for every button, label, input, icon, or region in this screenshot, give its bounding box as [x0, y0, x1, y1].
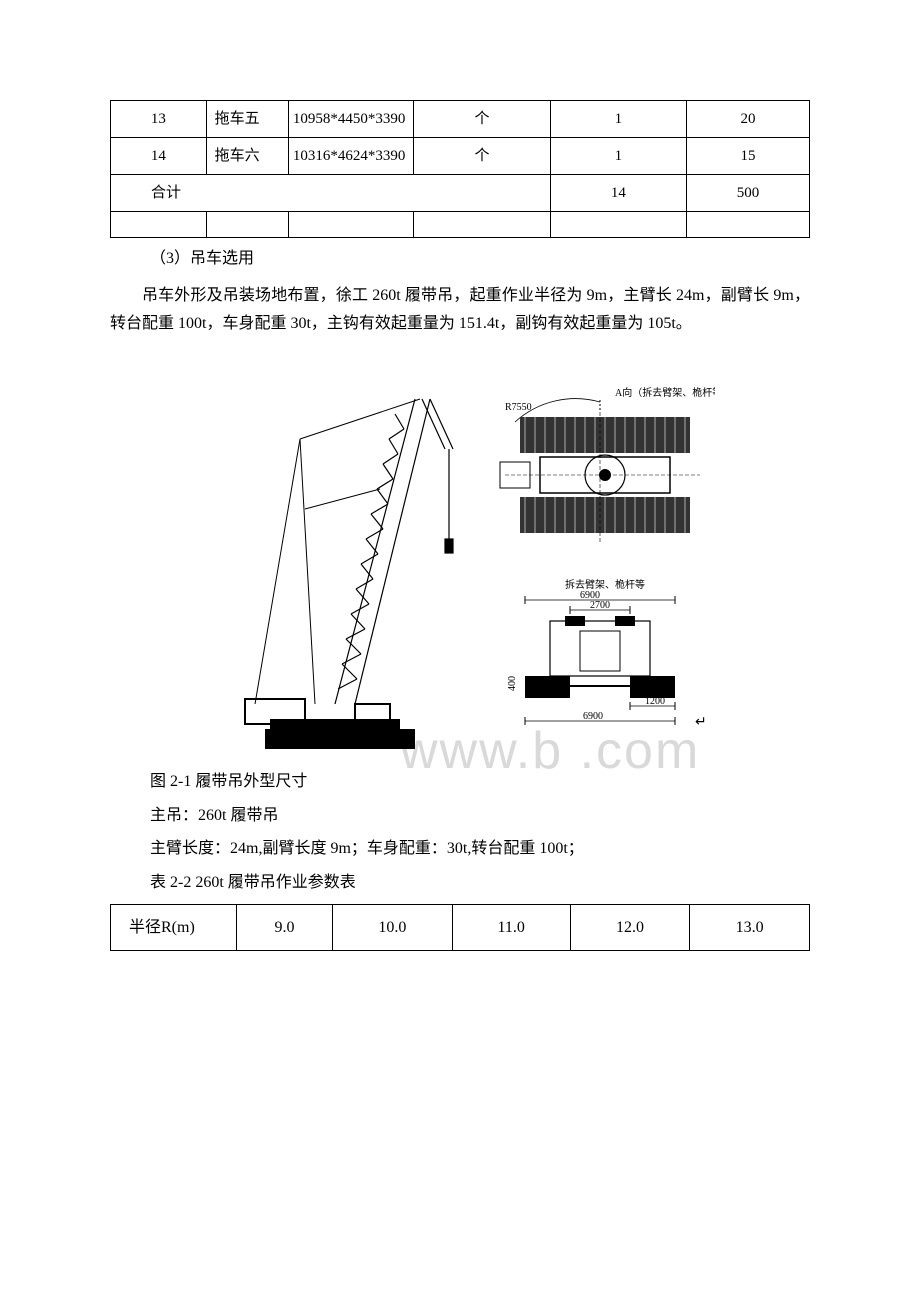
cell-name: 拖车五: [206, 101, 288, 138]
empty-cell: [111, 212, 207, 238]
crane-description: 吊车外形及吊装场地布置，徐工 260t 履带吊，起重作业半径为 9m，主臂长 2…: [110, 282, 810, 340]
figure-2-1-caption: 图 2-1 履带吊外型尺寸: [150, 769, 810, 795]
radius-col: 12.0: [570, 904, 690, 951]
cell-sum-weight: 500: [686, 175, 809, 212]
crane-diagram-block: A向（拆去臂架、桅杆等） R7550: [110, 359, 810, 759]
crane-side-view-svg: [205, 359, 475, 759]
cell-num: 13: [111, 101, 207, 138]
empty-cell: [414, 212, 550, 238]
empty-cell: [550, 212, 686, 238]
table-2-2-title: 表 2-2 260t 履带吊作业参数表: [150, 870, 810, 896]
radius-header-row: 半径R(m) 9.0 10.0 11.0 12.0 13.0: [111, 904, 810, 951]
radius-table: 半径R(m) 9.0 10.0 11.0 12.0 13.0: [110, 904, 810, 952]
table-row: 13 拖车五 10958*4450*3390 个 1 20: [111, 101, 810, 138]
dim-6900-bot: 6900: [583, 711, 603, 722]
empty-cell: [288, 212, 414, 238]
dim-1200: 1200: [645, 696, 665, 707]
cell-weight: 15: [686, 138, 809, 175]
table-sum-row: 合计 14 500: [111, 175, 810, 212]
radius-col: 13.0: [690, 904, 810, 951]
radius-col: 11.0: [452, 904, 570, 951]
cell-sum-qty: 14: [550, 175, 686, 212]
cursor-icon: ↵: [695, 715, 707, 730]
empty-cell: [686, 212, 809, 238]
table-row: 14 拖车六 10316*4624*3390 个 1 15: [111, 138, 810, 175]
radius-label-cell: 半径R(m): [111, 904, 237, 951]
cell-unit: 个: [414, 138, 550, 175]
empty-cell: [206, 212, 288, 238]
cell-weight: 20: [686, 101, 809, 138]
crane-rear-view-svg: 拆去臂架、桅杆等 6900 2700: [485, 576, 715, 736]
radius-col: 10.0: [333, 904, 453, 951]
cell-qty: 1: [550, 101, 686, 138]
dim-2700: 2700: [590, 600, 610, 611]
cell-num: 14: [111, 138, 207, 175]
main-hoist-line: 主吊：260t 履带吊: [150, 803, 810, 829]
dim-vert: 400: [507, 676, 518, 691]
section-3-title: （3）吊车选用: [150, 246, 810, 272]
cell-sum-label: 合计: [111, 175, 551, 212]
cell-unit: 个: [414, 101, 550, 138]
table-empty-row: [111, 212, 810, 238]
crane-top-view-svg: A向（拆去臂架、桅杆等） R7550: [485, 382, 715, 562]
cell-size: 10316*4624*3390: [288, 138, 414, 175]
arm-spec-line: 主臂长度：24m,副臂长度 9m；车身配重：30t,转台配重 100t；: [150, 836, 810, 862]
rearview-label: 拆去臂架、桅杆等: [565, 578, 645, 591]
cell-name: 拖车六: [206, 138, 288, 175]
radius-col: 9.0: [236, 904, 332, 951]
cell-size: 10958*4450*3390: [288, 101, 414, 138]
equipment-table: 13 拖车五 10958*4450*3390 个 1 20 14 拖车六 103…: [110, 100, 810, 238]
r7550-label: R7550: [505, 402, 532, 413]
cell-qty: 1: [550, 138, 686, 175]
topview-label: A向（拆去臂架、桅杆等）: [615, 386, 715, 399]
